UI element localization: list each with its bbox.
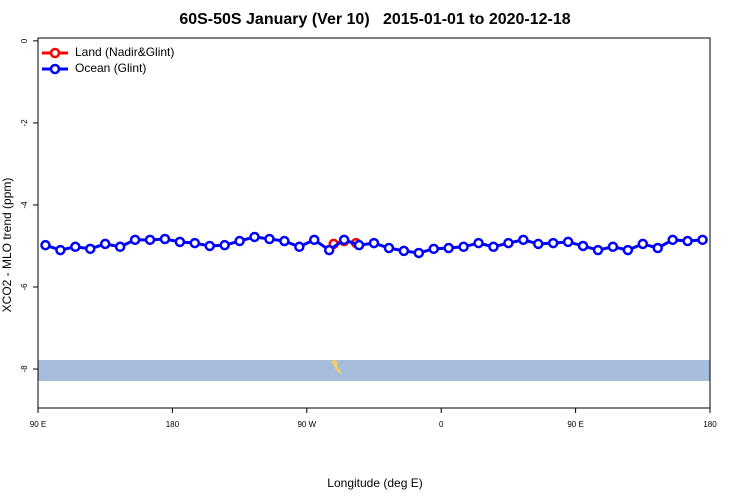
data-point xyxy=(294,241,305,253)
data-point xyxy=(353,239,365,251)
data-point xyxy=(55,244,66,256)
data-point xyxy=(443,242,454,254)
data-point xyxy=(129,234,141,246)
legend-marker xyxy=(49,63,61,75)
data-point xyxy=(652,242,663,254)
data-point xyxy=(219,239,230,251)
x-tick-label: 90 E xyxy=(567,420,583,429)
x-tick-label: 0 xyxy=(439,420,444,429)
data-point xyxy=(99,238,111,250)
data-point xyxy=(70,241,81,253)
x-tick-label: 180 xyxy=(703,420,717,429)
chart-title: 60S-50S January (Ver 10) 2015-01-01 to 2… xyxy=(179,11,570,28)
data-point xyxy=(323,244,335,256)
data-point xyxy=(428,243,439,255)
data-point xyxy=(697,234,708,246)
data-point xyxy=(189,237,201,249)
data-point xyxy=(264,233,275,245)
data-point xyxy=(249,231,260,243)
legend-label: Ocean (Glint) xyxy=(75,61,146,75)
data-point xyxy=(577,240,589,252)
x-tick-label: 90 E xyxy=(30,420,46,429)
data-point xyxy=(383,242,395,254)
data-point xyxy=(204,240,215,252)
y-tick-label: -4 xyxy=(20,201,29,209)
data-point xyxy=(398,245,410,257)
data-point xyxy=(667,234,678,246)
data-point xyxy=(159,233,171,245)
legend-marker xyxy=(49,47,61,59)
data-point xyxy=(144,234,156,246)
data-point xyxy=(458,241,469,253)
x-tick-label: 180 xyxy=(166,420,180,429)
y-tick-label: -6 xyxy=(20,283,29,291)
x-tick-label: 90 W xyxy=(297,420,316,429)
data-point xyxy=(562,236,574,248)
data-point xyxy=(592,244,604,256)
data-point xyxy=(85,243,96,255)
data-point xyxy=(40,239,51,251)
data-point xyxy=(309,234,320,246)
land-outline xyxy=(331,360,342,374)
data-point xyxy=(114,241,126,253)
data-point xyxy=(533,238,544,250)
data-point xyxy=(682,235,693,247)
y-tick-label: 0 xyxy=(20,38,29,43)
y-tick-label: -8 xyxy=(20,365,29,373)
data-point xyxy=(607,241,619,253)
data-point xyxy=(503,237,514,249)
data-point xyxy=(174,236,186,248)
data-point xyxy=(338,234,350,246)
y-axis-label: XCO2 - MLO trend (ppm) xyxy=(0,178,14,313)
data-point xyxy=(279,235,290,247)
data-point xyxy=(488,241,499,253)
y-tick-label: -2 xyxy=(20,119,29,127)
data-point xyxy=(637,238,649,250)
data-point xyxy=(234,235,245,247)
data-point xyxy=(473,237,484,249)
data-point xyxy=(518,234,529,246)
data-point xyxy=(547,237,559,249)
plot-frame xyxy=(37,37,711,409)
map-strip xyxy=(38,360,710,381)
data-point xyxy=(368,237,380,249)
legend-label: Land (Nadir&Glint) xyxy=(75,45,174,59)
data-point xyxy=(413,247,425,259)
data-point xyxy=(622,244,634,256)
x-axis-label: Longitude (deg E) xyxy=(327,476,422,490)
